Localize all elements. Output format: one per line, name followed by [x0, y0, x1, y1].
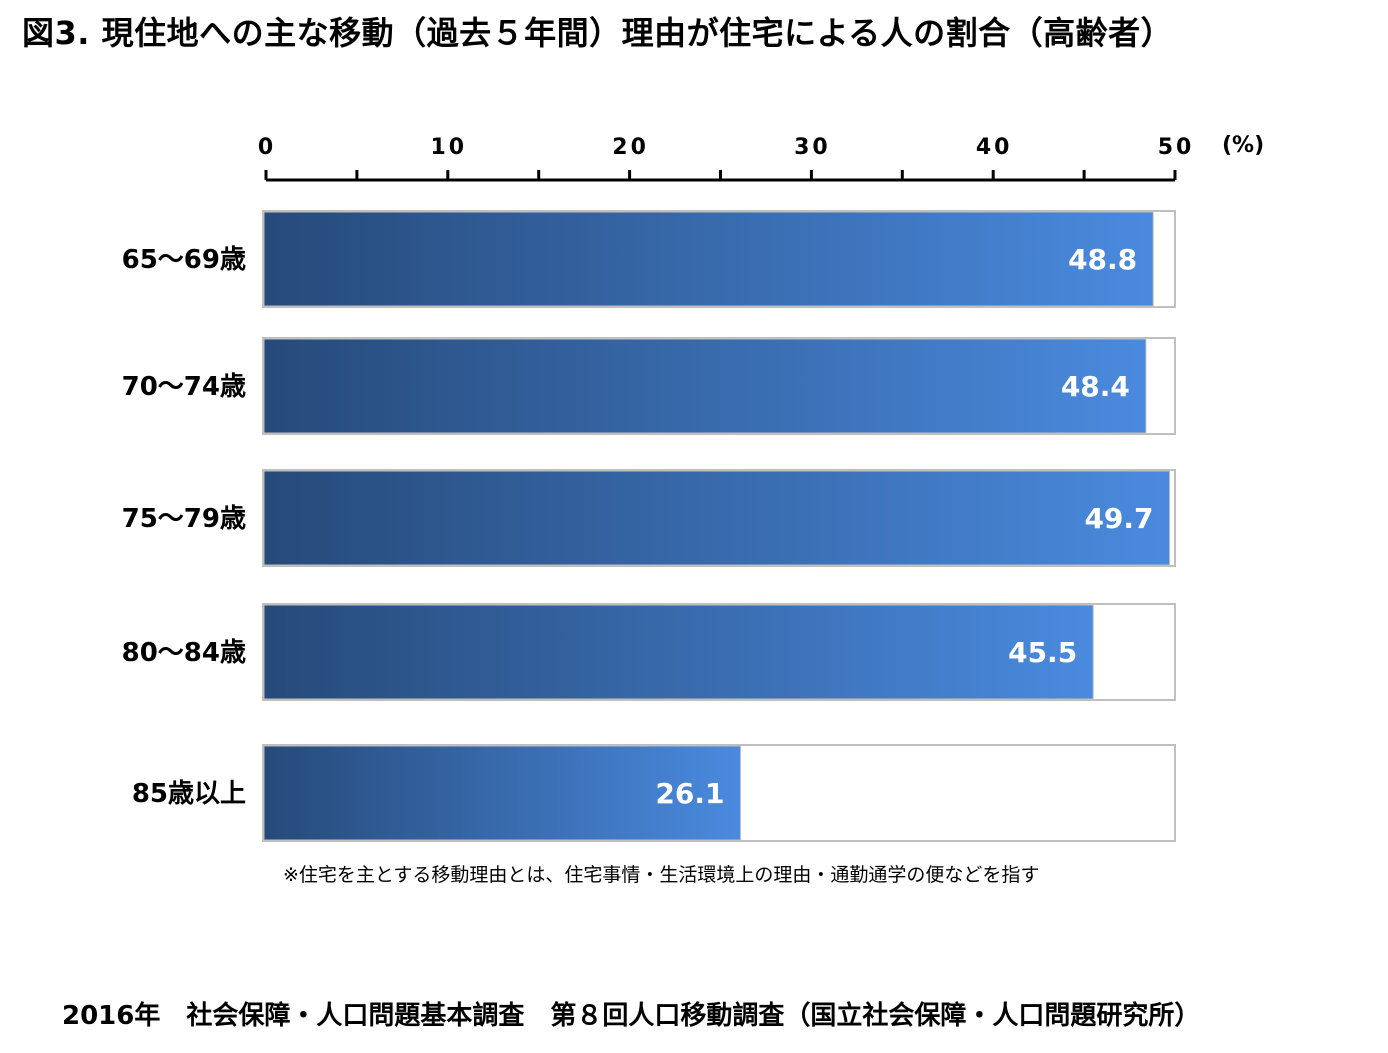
footnote: ※住宅を主とする移動理由とは、住宅事情・生活環境上の理由・通勤通学の便などを指す — [283, 864, 1040, 886]
x-tick-label: 30 — [794, 135, 831, 160]
source-credit: 2016年 社会保障・人口問題基本調査 第８回人口移動調査（国立社会保障・人口問… — [62, 1001, 1201, 1031]
category-labels: 65～69歳 70～74歳 75～79歳 80～84歳 85歳以上 — [122, 245, 246, 809]
category-label: 85歳以上 — [132, 779, 246, 809]
x-axis-unit-label: (%) — [1222, 133, 1264, 158]
x-tick-label: 0 — [258, 135, 276, 160]
bar — [263, 470, 1171, 566]
bar — [263, 604, 1094, 700]
bar-value-label: 48.8 — [1068, 243, 1137, 276]
chart-title: 図3. 現住地への主な移動（過去５年間）理由が住宅による人の割合（高齢者） — [22, 14, 1174, 52]
x-tick-label: 10 — [430, 135, 467, 160]
bar-value-label: 26.1 — [655, 777, 724, 810]
bars: 48.8 48.4 49.7 45.5 26.1 — [262, 210, 1176, 842]
category-label: 70～74歳 — [122, 372, 246, 402]
x-tick-label: 20 — [612, 135, 649, 160]
bar — [263, 338, 1147, 434]
bar-value-label: 45.5 — [1008, 636, 1077, 669]
x-tick-label: 50 — [1158, 135, 1195, 160]
category-label: 75～79歳 — [122, 504, 246, 534]
bar-value-label: 49.7 — [1084, 502, 1153, 535]
bar — [263, 745, 741, 841]
bar — [263, 211, 1154, 307]
x-tick-label: 40 — [976, 135, 1013, 160]
bar-value-label: 48.4 — [1061, 370, 1130, 403]
category-label: 80～84歳 — [122, 638, 246, 668]
category-label: 65～69歳 — [122, 245, 246, 275]
x-axis: 0 10 20 30 40 50 (%) — [258, 133, 1264, 182]
